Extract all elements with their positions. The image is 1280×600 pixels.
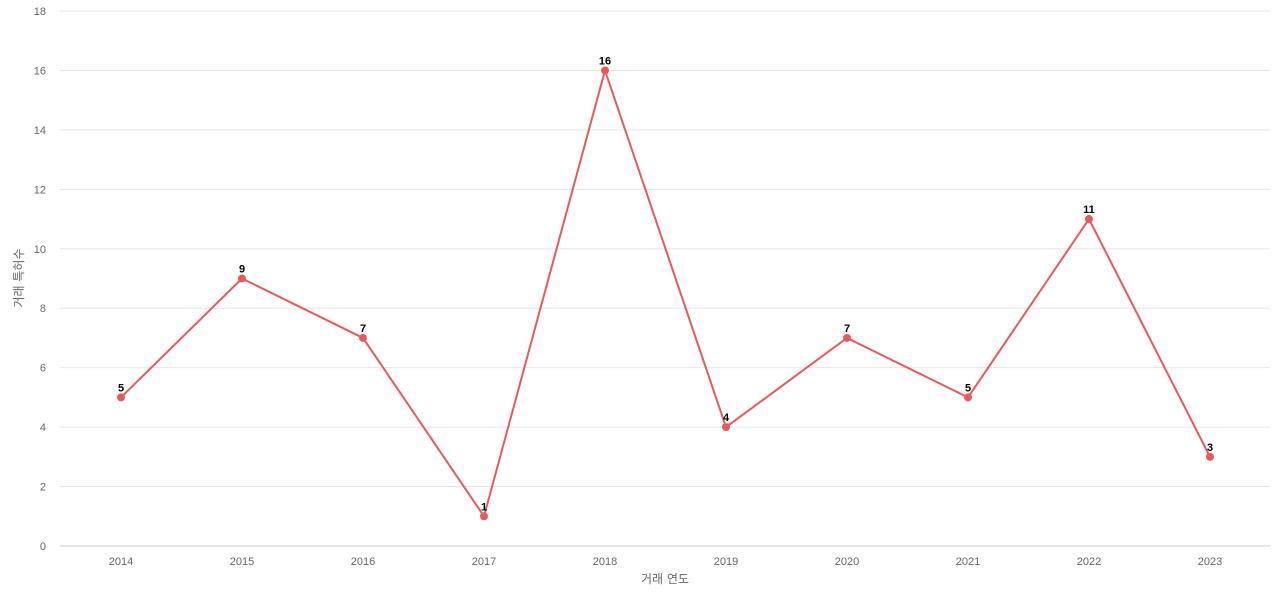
y-tick-label: 10 <box>34 244 46 256</box>
series <box>117 66 1214 521</box>
x-axis-title: 거래 연도 <box>641 572 689 586</box>
x-tick-label: 2016 <box>351 556 375 568</box>
y-tick-label: 16 <box>34 65 46 77</box>
y-axis-title: 거래 특허수 <box>12 248 26 307</box>
y-tick-label: 18 <box>34 6 46 18</box>
x-axis: 2014 2015 2016 2017 2018 2019 2020 2021 2022 2023 <box>60 545 1270 568</box>
x-tick-label: 2015 <box>230 556 254 568</box>
x-tick-label: 2020 <box>835 556 859 568</box>
y-tick-label: 4 <box>40 422 46 434</box>
data-label: 16 <box>599 55 611 67</box>
y-tick-label: 6 <box>40 363 46 375</box>
data-point[interactable] <box>964 393 972 402</box>
data-label: 11 <box>1083 204 1095 216</box>
y-tick-label: 2 <box>40 482 46 494</box>
data-label: 4 <box>723 412 730 424</box>
y-tick-label: 0 <box>40 541 46 553</box>
data-label: 7 <box>844 323 850 335</box>
data-label: 1 <box>481 501 487 513</box>
data-point[interactable] <box>480 512 488 521</box>
data-label: 3 <box>1207 442 1213 454</box>
data-labels: 5 9 7 1 16 4 7 5 11 3 <box>118 55 1213 513</box>
data-point[interactable] <box>843 333 851 342</box>
data-point[interactable] <box>238 274 246 283</box>
series-line <box>120 69 1211 518</box>
data-point[interactable] <box>722 423 730 432</box>
x-tick-label: 2021 <box>956 556 980 568</box>
data-point[interactable] <box>1206 452 1214 461</box>
x-tick-label: 2017 <box>472 556 496 568</box>
y-tick-label: 12 <box>34 184 46 196</box>
data-point[interactable] <box>1085 215 1093 224</box>
y-tick-label: 8 <box>40 303 46 315</box>
x-tick-label: 2018 <box>593 556 617 568</box>
x-tick-label: 2019 <box>714 556 738 568</box>
y-tick-label: 14 <box>34 125 46 137</box>
data-label: 9 <box>239 264 245 276</box>
data-point[interactable] <box>359 333 367 342</box>
data-point[interactable] <box>117 393 125 402</box>
data-label: 5 <box>118 382 124 394</box>
x-tick-label: 2022 <box>1077 556 1101 568</box>
data-label: 5 <box>965 382 971 394</box>
x-tick-label: 2023 <box>1198 556 1222 568</box>
x-tick-label: 2014 <box>109 556 133 568</box>
data-label: 7 <box>360 323 366 335</box>
data-point[interactable] <box>601 66 609 75</box>
y-axis: 0 2 4 6 8 10 12 14 16 18 <box>34 6 46 553</box>
